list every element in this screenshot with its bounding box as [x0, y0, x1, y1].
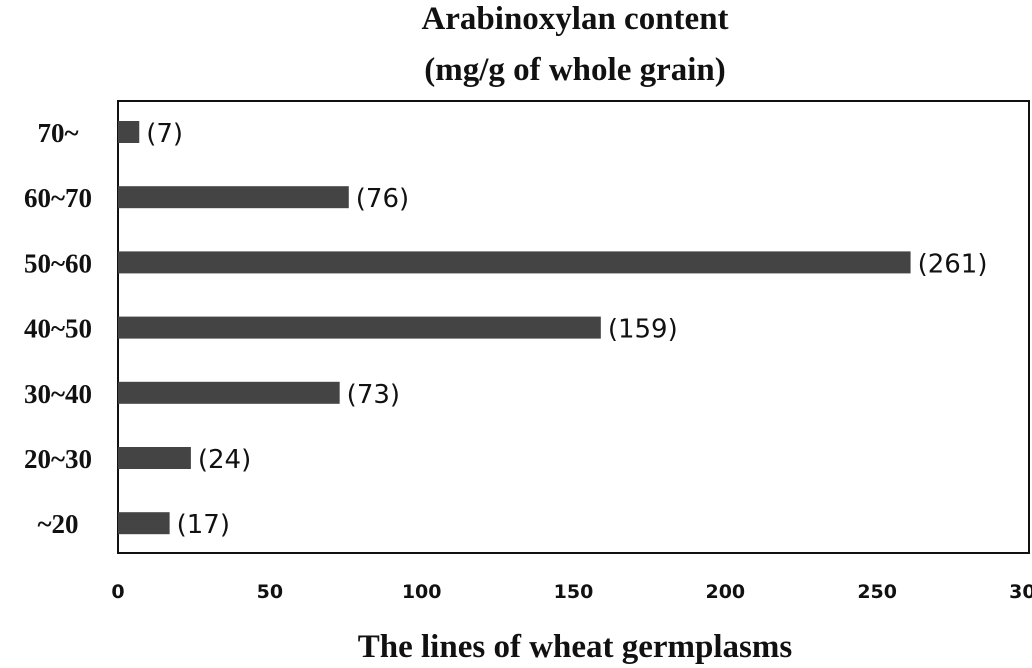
data-label: (73): [347, 380, 400, 410]
x-axis-label: The lines of wheat germplasms: [358, 629, 793, 665]
data-label: (159): [608, 315, 678, 345]
data-label: (76): [356, 184, 409, 214]
y-category-label: ~20: [37, 509, 78, 539]
bar-to20: [118, 512, 170, 535]
bar-70to: [118, 121, 140, 143]
bar-60to70: [118, 186, 349, 209]
x-tick-label: 200: [705, 581, 745, 603]
y-category-label: 70~: [37, 118, 78, 148]
x-tick-label: 250: [857, 581, 897, 603]
y-axis-category-labels: 70~ 60~70 50~60 40~50 30~40 20~30 ~20: [24, 118, 92, 539]
bar-30to40: [118, 381, 340, 404]
x-axis-tick-labels: 0 50 100 150 200 250 300: [111, 581, 1032, 603]
x-tick-label: 50: [257, 581, 283, 603]
chart-title-line-1: Arabinoxylan content: [421, 1, 728, 37]
data-label: (261): [918, 249, 988, 279]
y-category-label: 60~70: [24, 183, 92, 213]
y-category-label: 50~60: [24, 248, 92, 278]
y-category-label: 40~50: [24, 314, 92, 344]
x-tick-label: 100: [402, 581, 442, 603]
x-tick-label: 300: [1009, 581, 1032, 603]
data-label: (17): [177, 510, 230, 540]
data-label: (24): [198, 445, 251, 475]
data-label: (7): [146, 119, 183, 149]
bar-40to50: [118, 316, 601, 339]
y-category-label: 20~30: [24, 444, 92, 474]
bar-20to30: [118, 447, 191, 469]
x-tick-label: 0: [111, 581, 124, 603]
chart-title-line-2: (mg/g of whole grain): [424, 52, 726, 88]
bar-group: (7) (76) (261) (159) (73) (24) (17): [118, 119, 987, 540]
y-category-label: 30~40: [24, 379, 92, 409]
x-tick-label: 150: [554, 581, 594, 603]
bar-50to60: [118, 251, 911, 274]
